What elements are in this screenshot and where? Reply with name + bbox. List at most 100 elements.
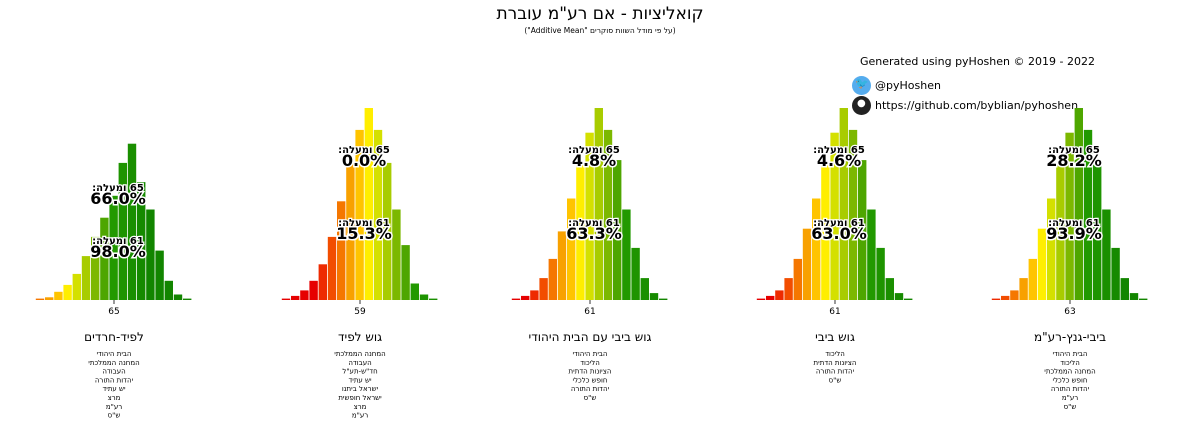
chart-3-bar [659, 298, 668, 300]
chart-2-party: מרצ [354, 403, 367, 411]
chart-4-above65-value: 4.6% [817, 151, 861, 170]
chart-5-party: ש"ס [1064, 403, 1077, 411]
chart-1-bar [146, 209, 155, 300]
chart-3-party: הבית היהודי [572, 350, 607, 358]
chart-5-party: רע"מ [1062, 394, 1078, 402]
chart-2-bar [300, 290, 309, 300]
chart-2-tick-label: 59 [354, 307, 366, 317]
chart-1-bar [100, 217, 109, 300]
chart-3-bar [511, 298, 521, 300]
chart-2-bar [318, 264, 327, 300]
chart-4-bar [766, 295, 775, 300]
chart-3-bar [622, 209, 631, 300]
chart-5-bar [1028, 258, 1037, 300]
chart-4-party: הליכוד [825, 350, 845, 358]
chart-5-bar [1047, 198, 1056, 300]
chart-4-party: ש"ס [829, 376, 842, 384]
chart-3-above61-label: 61 ומעלה: [568, 218, 620, 229]
chart-1-tick-label: 65 [108, 307, 119, 317]
twitter-handle[interactable]: @pyHoshen [875, 79, 941, 92]
chart-1-party: יש עתיד [102, 385, 126, 393]
chart-1-bar [109, 195, 118, 300]
chart-3-party: הליכוד [580, 359, 600, 367]
chart-5-bar [1129, 293, 1139, 300]
chart-2-bar [392, 209, 401, 300]
chart-4-bar [802, 228, 812, 300]
chart-3-tick-label: 61 [584, 307, 595, 317]
chart-3-bar [548, 258, 557, 300]
twitter-credit[interactable]: @pyHoshen [852, 76, 941, 95]
github-url[interactable]: https://github.com/byblian/pyhoshen [875, 99, 1079, 112]
chart-5-bar [1074, 108, 1083, 300]
chart-4-title: גוש ביבי [815, 330, 855, 344]
chart-5-party: המחנה הממלכתי [1044, 368, 1095, 376]
chart-4-bar [821, 162, 830, 300]
chart-2-bar [291, 295, 300, 300]
chart-2-bar [281, 298, 291, 300]
chart-1-bar [127, 143, 137, 300]
chart-2-party: ישראל חופשית [338, 394, 382, 402]
chart-5-title: ביבי-גנץ-רע"מ [1034, 330, 1106, 344]
chart-3-bar [530, 290, 539, 300]
chart-5-party: הליכוד [1060, 359, 1080, 367]
chart-1-bar [155, 250, 164, 300]
chart-4-bar [775, 290, 784, 300]
chart-4-bar [858, 160, 867, 300]
chart-1-bar [81, 256, 91, 300]
chart-4-bar [848, 129, 858, 300]
chart-5-bar [1120, 278, 1129, 300]
chart-2-party: רע"מ [352, 412, 368, 420]
chart-2-title: גוש לפיד [338, 330, 382, 344]
chart-3-party: יהדות התורה [571, 385, 610, 393]
chart-2-bar [429, 298, 438, 300]
chart-2-party: חד"ש-תע"ל [342, 368, 377, 376]
github-credit[interactable]: https://github.com/byblian/pyhoshen [852, 96, 1078, 115]
chart-2-bar [309, 280, 318, 300]
chart-subtitle: (על פי מודל השוות סוקרים "Additive Mean"… [524, 26, 676, 35]
chart-5-bar [1065, 132, 1074, 300]
chart-3-bar [649, 293, 659, 300]
chart-2-party: העבודה [348, 359, 371, 367]
chart-3-above65-value: 4.8% [572, 151, 616, 170]
chart-2-above65-label: 65 ומעלה: [338, 145, 390, 156]
chart-3-title: גוש ביבי עם הבית היהודי [529, 330, 652, 344]
chart-4-bar [812, 198, 821, 300]
chart-5-party: חופש כלכלי [1053, 376, 1088, 384]
chart-3-bar [613, 160, 622, 300]
chart-1-bar [164, 280, 173, 300]
generated-credit: Generated using pyHoshen © 2019 - 2022 [860, 55, 1095, 68]
chart-2-bar [355, 129, 364, 300]
chart-2-bar [419, 294, 429, 300]
chart-1-above61-label: 61 ומעלה: [92, 236, 144, 247]
chart-1-bar [45, 297, 54, 300]
chart-5-bar [1001, 295, 1010, 300]
chart-4-bar [876, 247, 885, 300]
chart-3-bar [640, 278, 649, 300]
chart-1-bar [63, 284, 72, 300]
chart-3-party: חופש כלכלי [573, 376, 608, 384]
chart-5-bar [1111, 247, 1120, 300]
chart-2-above65-value: 0.0% [342, 151, 386, 170]
chart-3-bar [585, 132, 594, 300]
chart-4-bar [793, 258, 802, 300]
chart-4-tick-label: 61 [829, 307, 840, 317]
chart-4-bar [839, 108, 848, 300]
chart-1-party: יהדות התורה [95, 376, 134, 384]
chart-4-bar [784, 278, 793, 300]
chart-3-bar [539, 278, 548, 300]
chart-2-bar [373, 129, 383, 300]
chart-4-bar [867, 209, 876, 300]
chart-5-bar [1056, 162, 1065, 300]
chart-3-above61-value: 63.3% [566, 224, 622, 243]
chart-3-bar [594, 108, 603, 300]
chart-4-party: יהדות התורה [816, 368, 855, 376]
chart-5-above65-label: 65 ומעלה: [1048, 145, 1100, 156]
chart-2-bar [337, 201, 346, 300]
chart-1-party: הבית היהודי [96, 350, 131, 358]
chart-3-bar [576, 162, 585, 300]
chart-5-tick-label: 63 [1064, 307, 1075, 317]
chart-5-bar [991, 298, 1001, 300]
chart-1-bar [137, 182, 146, 300]
chart-5-above65-value: 28.2% [1046, 151, 1102, 170]
chart-5-party: יהדות התורה [1051, 385, 1090, 393]
